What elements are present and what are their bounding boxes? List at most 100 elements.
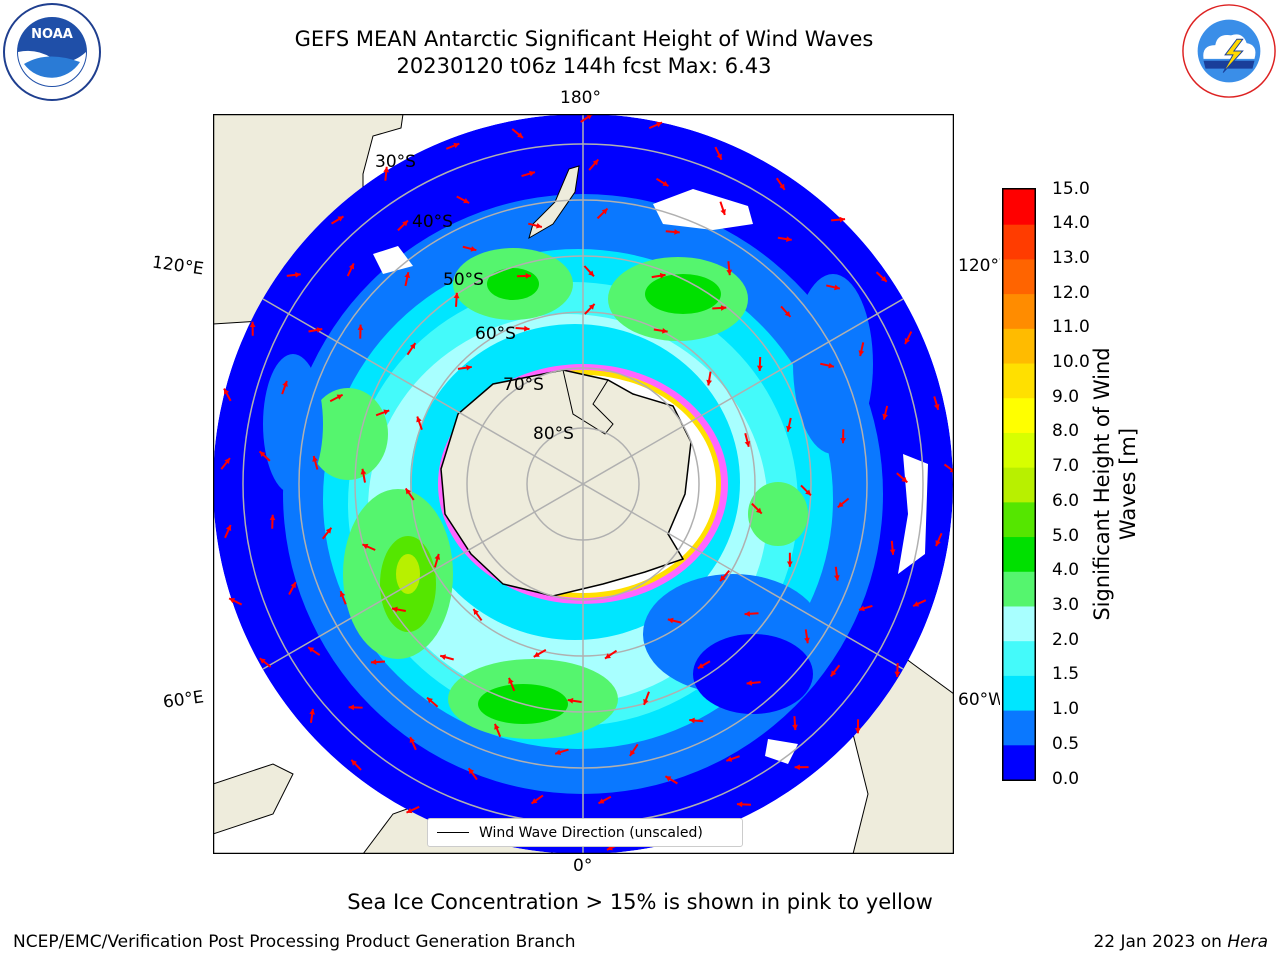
colorbar-tick-label: 5.0 — [1052, 525, 1080, 546]
wind-wave-arrow-head — [524, 325, 530, 332]
lon-label-60e: 60°E — [161, 687, 206, 713]
wind-wave-arrow-head — [567, 697, 574, 704]
wind-wave-arrow-head — [858, 605, 865, 612]
wind-wave-arrow-head — [282, 380, 288, 387]
wind-wave-arrow-head — [351, 759, 358, 766]
wind-wave-arrow-head — [229, 598, 236, 604]
colorbar-tick-label: 3.0 — [1052, 594, 1080, 615]
wind-wave-arrow-head — [336, 394, 343, 400]
colorbar-tick-label: 6.0 — [1052, 490, 1080, 511]
wind-wave-arrow-head — [406, 807, 413, 814]
wind-wave-arrow-head — [392, 606, 398, 613]
wind-wave-arrow-head — [746, 680, 753, 686]
wind-wave-arrow-head — [453, 292, 460, 299]
wind-wave-arrow-head — [726, 269, 733, 276]
wind-wave-arrow-head — [592, 159, 599, 166]
wind-wave-arrow-head — [839, 216, 846, 223]
wind-wave-arrow-head — [858, 350, 865, 357]
wind-wave-arrow-head — [269, 514, 276, 521]
wind-wave-arrow-head — [427, 697, 433, 704]
colorbar-tick-label: 1.0 — [1052, 699, 1080, 720]
wind-wave-arrow-head — [494, 723, 500, 730]
wind-wave-arrow-head — [689, 717, 695, 724]
wind-wave-arrow-head — [316, 327, 323, 333]
wind-wave-arrow-head — [586, 114, 593, 120]
colorbar-band — [1003, 710, 1035, 746]
wind-wave-arrow-head — [339, 591, 346, 598]
wind-wave-arrow-head — [588, 303, 595, 310]
wind-wave-arrow-head — [533, 651, 540, 657]
colorbar-band — [1003, 536, 1035, 572]
wind-wave-arrow-head — [706, 379, 712, 386]
colorbar-band — [1003, 363, 1035, 399]
sea-ice-note: Sea Ice Concentration > 15% is shown in … — [347, 890, 933, 914]
wind-wave-arrow-head — [744, 440, 751, 447]
wind-wave-arrow-head — [325, 527, 332, 534]
wind-wave-arrow-head — [786, 561, 793, 567]
wind-wave-arrow-head — [805, 489, 811, 496]
wind-wave-arrow-head — [453, 142, 460, 149]
lon-label-120w: 120°W — [958, 256, 1000, 276]
colorbar-tick-label: 14.0 — [1052, 213, 1090, 234]
wind-wave-arrow-head — [402, 220, 408, 227]
wind-wave-arrow-head — [434, 553, 441, 560]
wind-wave-arrow-head — [901, 476, 908, 483]
colorbar-band — [1003, 258, 1035, 295]
wind-wave-arrow-head — [882, 413, 888, 420]
wind-wave-arrow-head — [508, 677, 514, 684]
wind-wave-arrow-head — [259, 451, 266, 458]
wind-wave-arrow-head — [792, 724, 798, 731]
wind-wave-arrow-head — [840, 437, 847, 444]
legend-label: Wind Wave Direction (unscaled) — [479, 824, 703, 841]
antarctica-land — [440, 369, 692, 597]
wind-wave-arrow-head — [362, 543, 369, 550]
wind-wave-arrow-head — [409, 343, 416, 350]
new-zealand-land — [528, 165, 580, 240]
wind-wave-arrow-head — [665, 776, 672, 782]
wind-wave-arrow-head — [913, 601, 920, 607]
footer-date: 22 Jan 2023 on Hera — [1093, 932, 1268, 952]
wind-wave-arrow-head — [249, 321, 256, 328]
wind-wave-arrow-head — [643, 698, 649, 705]
wind-wave-arrow-head — [659, 272, 666, 279]
wind-wave-arrow-head — [357, 324, 364, 330]
wind-wave-arrow-head — [473, 609, 479, 615]
wind-wave-arrow-head — [744, 610, 750, 617]
lat-label-60s: 60°S — [475, 324, 516, 344]
wind-wave-arrow-head — [662, 180, 669, 187]
wind-wave-arrow-head — [312, 455, 318, 462]
colorbar-tick-label: 0.5 — [1052, 733, 1080, 754]
wind-wave-arrow-head — [529, 170, 535, 177]
wind-wave-arrow-head — [348, 704, 354, 711]
colorbar-band — [1003, 397, 1035, 433]
colorbar-band — [1003, 675, 1035, 711]
colorbar-band — [1003, 605, 1035, 642]
colorbar-band — [1003, 467, 1035, 503]
wind-wave-arrow-head — [889, 549, 896, 555]
wind-wave-arrow-head — [601, 208, 608, 215]
wind-wave-arrow-head — [531, 798, 538, 804]
chart-title: GEFS MEAN Antarctic Significant Height o… — [294, 27, 874, 51]
wind-wave-arrow-head — [468, 768, 475, 775]
colorbar-tick-label: 0.0 — [1052, 768, 1080, 789]
colorbar-tick-label: 2.0 — [1052, 629, 1080, 650]
wind-wave-arrow-head — [337, 216, 344, 222]
wind-wave-arrow-head — [786, 425, 792, 432]
colorbar-tick-label: 10.0 — [1052, 352, 1090, 373]
map-border — [213, 114, 954, 854]
colorbar-tick-label: 13.0 — [1052, 247, 1090, 268]
lat-label-70s: 70°S — [503, 375, 544, 395]
wind-wave-arrow-head — [370, 659, 377, 665]
wind-wave-arrow-head — [604, 653, 611, 659]
lat-label-30s: 30°S — [375, 152, 416, 172]
wind-wave-arrow-head — [588, 270, 594, 277]
wind-wave-arrow-head — [466, 364, 472, 371]
wind-wave-arrow-head — [662, 327, 668, 334]
chart-subtitle: 20230120 t06z 144h fcst Max: 6.43 — [396, 54, 772, 78]
wind-wave-arrow-head — [830, 670, 837, 677]
wind-wave-arrow-head — [720, 305, 727, 311]
wind-wave-arrow-head — [348, 263, 355, 270]
colorbar-band — [1003, 744, 1035, 780]
wind-wave-arrow-head — [224, 458, 230, 464]
wind-wave-arrow-head — [837, 501, 844, 508]
